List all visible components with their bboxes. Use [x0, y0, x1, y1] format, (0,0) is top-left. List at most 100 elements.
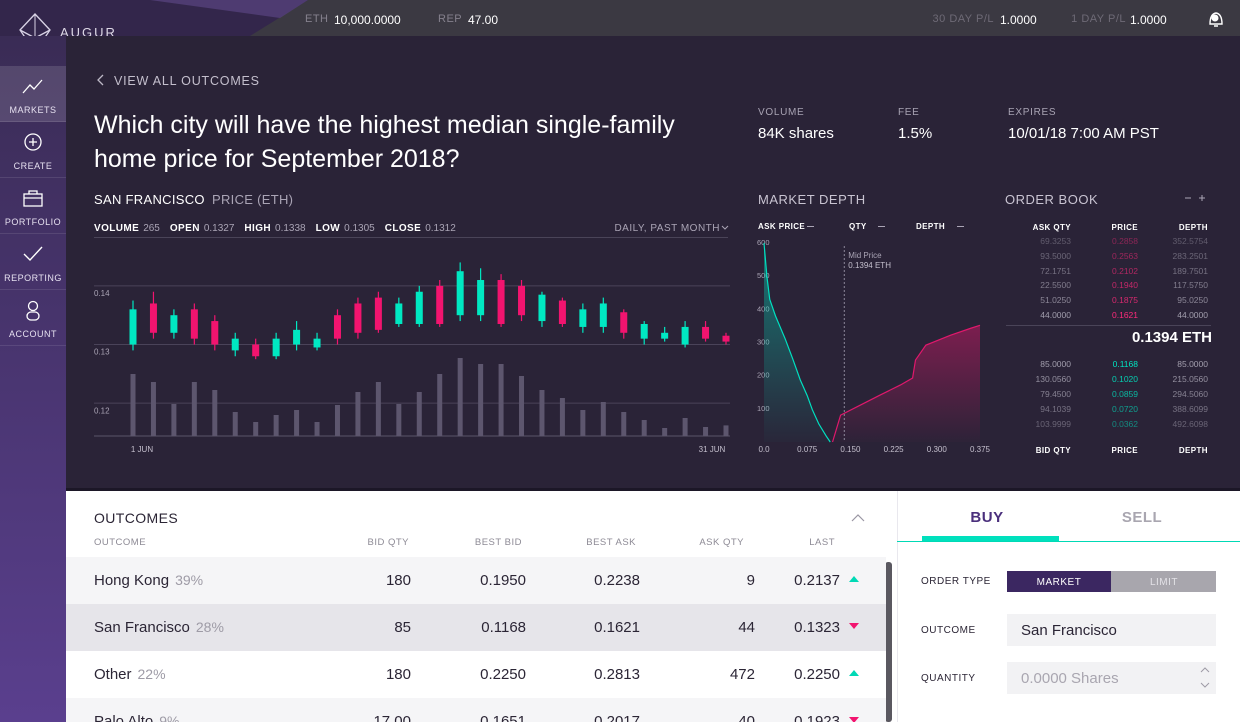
ohlc-summary: VOLUME 265 OPEN 0.1327 HIGH 0.1338 LOW 0.1305 CL…	[94, 223, 466, 234]
summary-label: CLOSE	[384, 223, 422, 234]
volume-bar	[723, 425, 729, 436]
candle-body	[477, 280, 485, 316]
summary-label: LOW	[315, 223, 341, 234]
outcome-cell: 0.1950	[480, 572, 526, 589]
book-cell: 103.9999	[1035, 419, 1071, 429]
market-question: Which city will have the highest median …	[94, 111, 675, 173]
book-column: PRICE	[1111, 223, 1138, 232]
book-cell: 85.0000	[1040, 359, 1071, 369]
outcome-cell: 0.1621	[594, 619, 640, 636]
outcome-cell: 17.00	[373, 713, 411, 722]
x-tick-label: 0.375	[970, 445, 991, 454]
nav-icon	[23, 246, 43, 262]
quantity-stepper[interactable]	[1200, 667, 1210, 689]
balance-value: 10,000.0000	[334, 13, 401, 27]
outcome-row[interactable]	[66, 604, 886, 652]
book-cell: 0.2563	[1112, 250, 1138, 261]
x-tick-label: 0.300	[927, 445, 948, 454]
balance-label: REP	[438, 13, 463, 25]
book-column: BID QTY	[1035, 446, 1071, 455]
candle-body	[252, 344, 260, 357]
trade-tab[interactable]: BUY	[970, 509, 1004, 526]
book-cell: 0.0720	[1112, 404, 1138, 414]
book-cell: 130.0560	[1035, 374, 1071, 384]
outcome-row[interactable]	[66, 698, 886, 722]
candle-body	[333, 315, 341, 339]
volume-bar	[559, 398, 565, 436]
divider	[1006, 325, 1211, 326]
nav-account[interactable]: ACCOUNT	[0, 290, 66, 346]
back-link[interactable]: VIEW ALL OUTCOMES	[114, 74, 260, 88]
volume-bar	[641, 420, 647, 436]
column-dash	[878, 226, 885, 227]
volume-bar	[580, 410, 586, 436]
quantity-placeholder: 0.0000 Shares	[1021, 670, 1119, 687]
outcomes-title: OUTCOMES	[94, 510, 179, 526]
back-chevron[interactable]	[95, 74, 107, 88]
book-cell: 0.0859	[1112, 389, 1138, 399]
collapse-chevron[interactable]	[851, 513, 865, 522]
period-selector[interactable]: DAILY, PAST MONTH	[614, 223, 720, 234]
toggle-option[interactable]: MARKET	[1036, 577, 1082, 588]
x-tick-label: 0.225	[884, 445, 905, 454]
outcome-cell: 0.2250	[480, 666, 526, 683]
depth-title: MARKET DEPTH	[758, 192, 866, 207]
book-cell: 95.0250	[1177, 295, 1208, 306]
candle-body	[661, 332, 669, 339]
outcome-value: San Francisco	[1021, 622, 1117, 639]
book-cell: 352.5754	[1172, 236, 1208, 246]
trend-arrow	[849, 623, 859, 629]
scrollbar[interactable]	[885, 562, 892, 722]
x-tick-label: 0.150	[840, 445, 861, 454]
outcome-share: 28%	[195, 619, 224, 635]
candle-body	[170, 315, 178, 333]
candle-body	[415, 291, 423, 324]
candle-body	[599, 303, 607, 327]
candle-body	[190, 309, 198, 339]
book-cell: 189.7501	[1172, 265, 1208, 276]
volume-bar	[437, 374, 443, 436]
volume-bar	[150, 382, 156, 436]
book-column: DEPTH	[1178, 223, 1208, 232]
stat-value: 84K shares	[758, 125, 834, 142]
book-cell: 79.4500	[1040, 389, 1071, 399]
outcome-row[interactable]	[66, 651, 886, 699]
outcome-name: San Francisco	[94, 619, 190, 636]
book-cell: 492.6098	[1172, 419, 1208, 429]
stat-label: FEE	[898, 107, 920, 118]
chart-unit: PRICE (ETH)	[212, 192, 294, 207]
volume-bar	[457, 358, 463, 436]
nav-icon	[26, 300, 40, 321]
candle-body	[211, 321, 219, 345]
summary-value: 0.1327	[203, 223, 235, 234]
zoom-controls[interactable]	[1184, 193, 1208, 203]
trade-tab[interactable]: SELL	[1121, 509, 1163, 526]
candle-body	[497, 280, 505, 324]
outcome-cell: 0.2017	[594, 713, 640, 722]
nav-markets[interactable]: MARKETS	[0, 66, 66, 122]
divider	[66, 488, 1240, 491]
y-tick-label: 0.14	[94, 289, 110, 298]
summary-value: 0.1312	[425, 223, 456, 234]
notifications-icon[interactable]	[1205, 8, 1227, 30]
toggle-option[interactable]: LIMIT	[1149, 577, 1179, 588]
tab-underline	[922, 536, 1059, 541]
candle-body	[129, 309, 137, 345]
field-label: QUANTITY	[921, 673, 976, 684]
nav-reporting[interactable]: REPORTING	[0, 234, 66, 290]
depth-area	[832, 325, 980, 442]
summary-label: HIGH	[244, 223, 272, 234]
outcomes-column: BEST ASK	[586, 537, 636, 548]
volume-bar	[212, 390, 218, 436]
book-cell: 93.5000	[1040, 250, 1071, 261]
outcome-field[interactable]	[1007, 614, 1216, 646]
quantity-field[interactable]	[1007, 662, 1216, 694]
nav-portfolio[interactable]: PORTFOLIO	[0, 178, 66, 234]
depth-column: DEPTH	[916, 222, 946, 231]
candle-body	[395, 303, 403, 324]
depth-line	[831, 324, 981, 443]
volume-bar	[416, 392, 422, 436]
nav-create[interactable]: CREATE	[0, 122, 66, 178]
period-chevron[interactable]	[721, 225, 729, 231]
stepper-down	[1200, 682, 1210, 688]
